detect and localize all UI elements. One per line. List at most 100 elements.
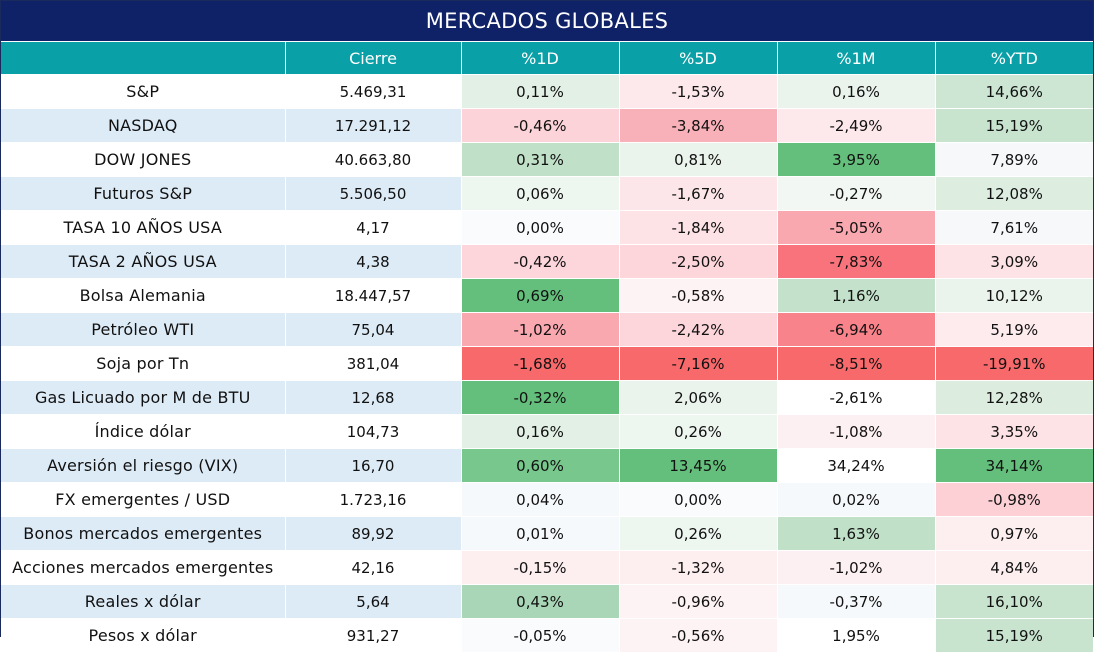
cell-5d: -1,84% [619, 211, 777, 245]
cell-1d: 0,00% [461, 211, 619, 245]
cell-instrument-name: Soja por Tn [1, 347, 285, 381]
cell-cierre: 40.663,80 [285, 143, 461, 177]
cell-instrument-name: Petróleo WTI [1, 313, 285, 347]
cell-1d: -0,46% [461, 109, 619, 143]
header-row: Cierre %1D %5D %1M %YTD [1, 42, 1093, 75]
cell-1d: -0,05% [461, 619, 619, 652]
cell-cierre: 18.447,57 [285, 279, 461, 313]
cell-1m: 0,16% [777, 75, 935, 109]
cell-cierre: 12,68 [285, 381, 461, 415]
cell-5d: 0,00% [619, 483, 777, 517]
cell-ytd: 5,19% [935, 313, 1093, 347]
cell-1d: 0,31% [461, 143, 619, 177]
cell-ytd: 12,08% [935, 177, 1093, 211]
cell-instrument-name: Gas Licuado por M de BTU [1, 381, 285, 415]
cell-ytd: 4,84% [935, 551, 1093, 585]
cell-5d: -0,58% [619, 279, 777, 313]
cell-1d: -0,32% [461, 381, 619, 415]
cell-instrument-name: FX emergentes / USD [1, 483, 285, 517]
cell-1m: 34,24% [777, 449, 935, 483]
cell-5d: 0,26% [619, 415, 777, 449]
cell-instrument-name: Bolsa Alemania [1, 279, 285, 313]
cell-1d: 0,01% [461, 517, 619, 551]
cell-5d: 0,26% [619, 517, 777, 551]
cell-5d: -7,16% [619, 347, 777, 381]
cell-5d: -0,96% [619, 585, 777, 619]
cell-instrument-name: NASDAQ [1, 109, 285, 143]
cell-ytd: 15,19% [935, 109, 1093, 143]
cell-1m: 3,95% [777, 143, 935, 177]
header-name [1, 42, 285, 75]
cell-cierre: 1.723,16 [285, 483, 461, 517]
cell-1d: 0,04% [461, 483, 619, 517]
cell-5d: 2,06% [619, 381, 777, 415]
header-1d: %1D [461, 42, 619, 75]
cell-instrument-name: S&P [1, 75, 285, 109]
cell-ytd: 3,35% [935, 415, 1093, 449]
cell-1d: 0,69% [461, 279, 619, 313]
cell-5d: -1,67% [619, 177, 777, 211]
cell-1d: 0,43% [461, 585, 619, 619]
cell-1d: -1,68% [461, 347, 619, 381]
cell-cierre: 5,64 [285, 585, 461, 619]
cell-1m: -0,27% [777, 177, 935, 211]
cell-cierre: 4,38 [285, 245, 461, 279]
cell-1m: -5,05% [777, 211, 935, 245]
cell-1m: -6,94% [777, 313, 935, 347]
cell-ytd: 0,97% [935, 517, 1093, 551]
cell-instrument-name: DOW JONES [1, 143, 285, 177]
cell-1d: 0,06% [461, 177, 619, 211]
cell-cierre: 89,92 [285, 517, 461, 551]
cell-ytd: 10,12% [935, 279, 1093, 313]
cell-ytd: -0,98% [935, 483, 1093, 517]
cell-1m: -8,51% [777, 347, 935, 381]
cell-ytd: 34,14% [935, 449, 1093, 483]
cell-1m: -1,08% [777, 415, 935, 449]
cell-1d: -1,02% [461, 313, 619, 347]
cell-cierre: 17.291,12 [285, 109, 461, 143]
cell-1m: 1,16% [777, 279, 935, 313]
cell-1m: -7,83% [777, 245, 935, 279]
cell-cierre: 5.506,50 [285, 177, 461, 211]
cell-instrument-name: Pesos x dólar [1, 619, 285, 652]
cell-instrument-name: Acciones mercados emergentes [1, 551, 285, 585]
cell-1d: 0,11% [461, 75, 619, 109]
cell-cierre: 42,16 [285, 551, 461, 585]
cell-1d: 0,60% [461, 449, 619, 483]
cell-ytd: 3,09% [935, 245, 1093, 279]
cell-1m: -2,61% [777, 381, 935, 415]
cell-1m: 1,63% [777, 517, 935, 551]
cell-cierre: 16,70 [285, 449, 461, 483]
cell-1m: -2,49% [777, 109, 935, 143]
cell-5d: 13,45% [619, 449, 777, 483]
cell-1d: -0,42% [461, 245, 619, 279]
cell-5d: 0,81% [619, 143, 777, 177]
markets-table-panel: MERCADOS GLOBALES Cierre %1D %5D %1M %YT… [0, 0, 1094, 637]
header-1m: %1M [777, 42, 935, 75]
cell-1d: 0,16% [461, 415, 619, 449]
cell-instrument-name: Futuros S&P [1, 177, 285, 211]
cell-instrument-name: Bonos mercados emergentes [1, 517, 285, 551]
cell-ytd: 12,28% [935, 381, 1093, 415]
cell-instrument-name: TASA 10 AÑOS USA [1, 211, 285, 245]
cell-5d: -1,53% [619, 75, 777, 109]
cell-5d: -2,50% [619, 245, 777, 279]
cell-5d: -3,84% [619, 109, 777, 143]
table-title: MERCADOS GLOBALES [1, 1, 1093, 42]
cell-1m: 1,95% [777, 619, 935, 652]
cell-5d: -2,42% [619, 313, 777, 347]
cell-ytd: 7,89% [935, 143, 1093, 177]
